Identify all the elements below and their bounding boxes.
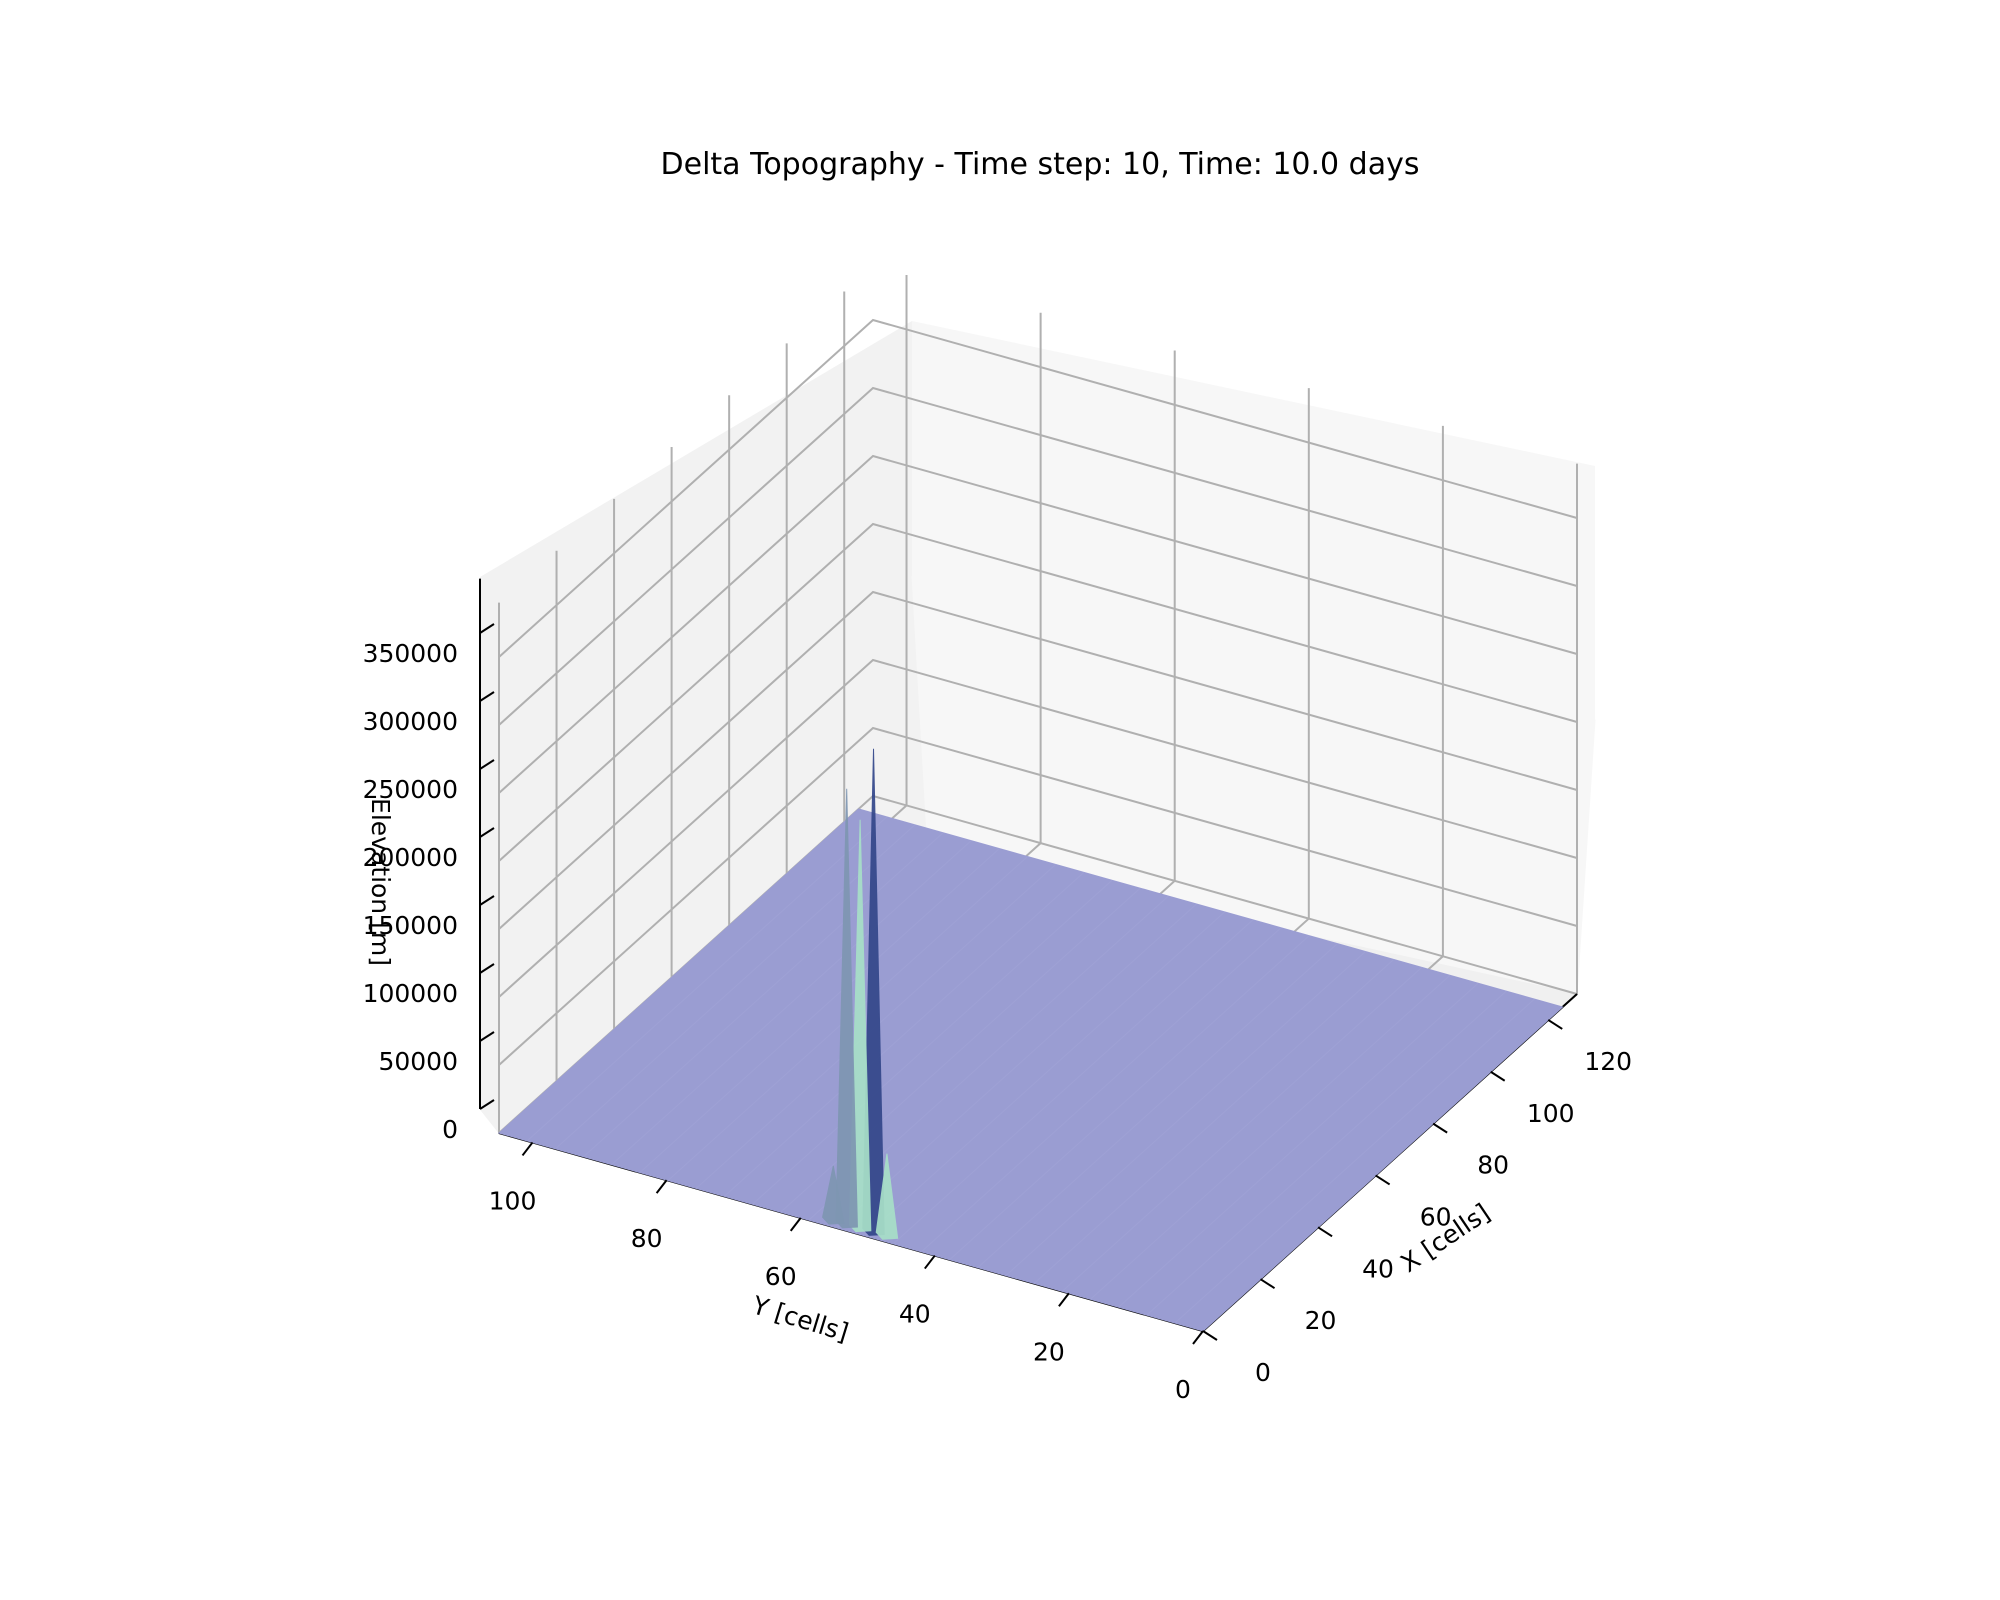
y-tick-label-2: 40 — [899, 1300, 931, 1329]
back-pane-x-upper — [912, 321, 1595, 720]
x-tick-mark-2 — [1317, 1226, 1333, 1238]
surface-mesh-line — [921, 927, 1282, 1253]
surface-mesh-line — [1118, 982, 1479, 1308]
surface-peak-3 — [875, 1153, 899, 1240]
z-tick-mark-7 — [479, 623, 495, 634]
z-tick-label-7: 350000 — [363, 639, 458, 668]
z-tick-mark-0 — [479, 1099, 495, 1110]
x-tick-mark-5 — [1490, 1070, 1506, 1082]
z-tick-mark-6 — [479, 691, 495, 702]
y-tick-label-0: 0 — [1175, 1375, 1191, 1404]
z-tick-mark-3 — [479, 895, 495, 906]
surface-mesh-line — [1174, 998, 1535, 1324]
z-gridline-6 — [498, 386, 1578, 726]
x-tick-label-5: 100 — [1527, 1099, 1575, 1128]
y-tick-mark-0 — [1192, 1330, 1204, 1345]
y-tick-mark-5 — [521, 1141, 534, 1157]
z-tick-mark-2 — [479, 963, 495, 974]
z-tick-label-2: 100000 — [363, 979, 458, 1008]
z-tick-mark-5 — [479, 759, 495, 770]
surface-mesh-line — [1090, 974, 1451, 1300]
surface-mesh-line — [526, 816, 888, 1142]
chart-title: Delta Topography - Time step: 10, Time: … — [661, 147, 1420, 182]
z-gridline-1 — [498, 726, 1578, 1066]
x-tick-mark-6 — [1547, 1019, 1563, 1030]
z-gridline-5 — [498, 454, 1578, 794]
y-tick-mark-2 — [924, 1254, 936, 1270]
y-tick-mark-4 — [655, 1179, 668, 1194]
surface-layer — [497, 748, 1564, 1332]
z-gridline-4 — [498, 522, 1578, 862]
z-tick-label-0: 0 — [442, 1115, 458, 1144]
z-gridline-3 — [498, 590, 1578, 930]
surface-mesh-line — [723, 871, 1085, 1197]
surface-mesh-line — [639, 848, 1000, 1173]
z-gridline-2 — [498, 658, 1578, 998]
x-tick-mark-4 — [1432, 1122, 1448, 1134]
x-tick-label-1: 20 — [1305, 1306, 1337, 1335]
x-tick-label-0: 0 — [1255, 1358, 1271, 1387]
surface-mesh-line — [1005, 951, 1366, 1276]
z-axis-title: Elevation [m] — [366, 798, 395, 966]
x-tick-label-4: 80 — [1477, 1151, 1509, 1180]
surface-mesh-line — [611, 840, 972, 1166]
tick-layer: 0 20 40 60 80 100 120 0 20 40 60 80 100 0 50000 100000 1… — [363, 623, 1632, 1404]
surface-mesh-line — [836, 903, 1197, 1229]
surface-peak-4 — [822, 1165, 845, 1225]
surface-mesh-line — [1061, 966, 1423, 1292]
x-tick-mark-0 — [1202, 1330, 1218, 1341]
z-tick-label-5: 250000 — [363, 775, 458, 804]
y-tick-mark-1 — [1058, 1292, 1070, 1307]
surface-mesh-line — [977, 943, 1338, 1269]
z-tick-label-6: 300000 — [363, 707, 458, 736]
surface-mesh-line — [554, 824, 916, 1150]
x-tick-label-3: 60 — [1420, 1202, 1452, 1231]
y-tick-label-1: 20 — [1033, 1337, 1065, 1366]
z-tick-mark-1 — [479, 1031, 495, 1042]
x-tick-label-6: 120 — [1584, 1047, 1632, 1076]
surface-mesh-line — [864, 911, 1226, 1237]
surface-mesh-line — [583, 832, 944, 1158]
surface-mesh-line — [1146, 990, 1507, 1316]
z-tick-label-1: 50000 — [378, 1047, 458, 1076]
surface-mesh-line — [752, 879, 1113, 1205]
z-gridline-7 — [498, 318, 1578, 658]
x-tick-label-2: 40 — [1362, 1254, 1394, 1283]
z-tick-mark-4 — [479, 827, 495, 838]
x-tick-mark-1 — [1259, 1278, 1276, 1289]
y-tick-label-5: 100 — [489, 1186, 537, 1215]
surface-mesh-line — [892, 919, 1254, 1245]
y-tick-mark-3 — [789, 1217, 802, 1232]
y-tick-label-3: 60 — [765, 1262, 797, 1291]
surface-plane — [497, 808, 1564, 1332]
x-tick-mark-3 — [1375, 1174, 1391, 1186]
surface-mesh-line — [949, 935, 1310, 1261]
z-tick-label-4: 200000 — [363, 843, 458, 872]
surface-mesh-line — [1033, 959, 1394, 1284]
z-tick-label-3: 150000 — [363, 911, 458, 940]
y-tick-label-4: 80 — [631, 1224, 663, 1253]
